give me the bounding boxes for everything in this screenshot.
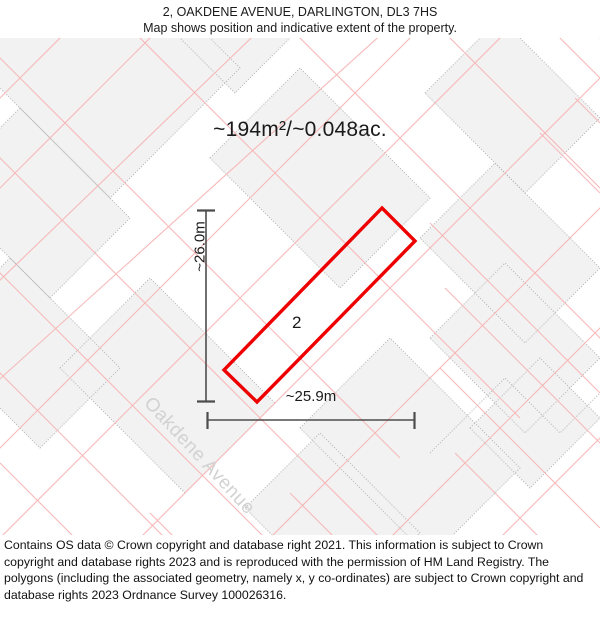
map-canvas	[0, 38, 600, 535]
page-subtitle: Map shows position and indicative extent…	[143, 21, 457, 35]
parcel-boundaries	[0, 38, 600, 535]
page-title: 2, OAKDENE AVENUE, DARLINGTON, DL3 7HS	[162, 5, 438, 19]
map-header: 2, OAKDENE AVENUE, DARLINGTON, DL3 7HS M…	[0, 0, 600, 38]
property-map[interactable]: ~194m²/~0.048ac. 2 ~26.0m ~25.9m Oakdene…	[0, 38, 600, 535]
dimension-horizontal-label: ~25.9m	[285, 388, 337, 405]
copyright-footer: Contains OS data © Crown copyright and d…	[0, 535, 600, 604]
building-outlines	[0, 38, 600, 535]
dimension-vertical-label: ~26.0m	[191, 221, 209, 272]
copyright-text: Contains OS data © Crown copyright and d…	[4, 538, 584, 602]
property-boundary-polygon[interactable]	[221, 205, 418, 405]
area-measurement-label: ~194m²/~0.048ac.	[213, 118, 387, 141]
plot-number-label: 2	[292, 313, 302, 332]
dimension-lines	[197, 209, 416, 429]
parcel-subdivisions	[0, 97, 600, 535]
